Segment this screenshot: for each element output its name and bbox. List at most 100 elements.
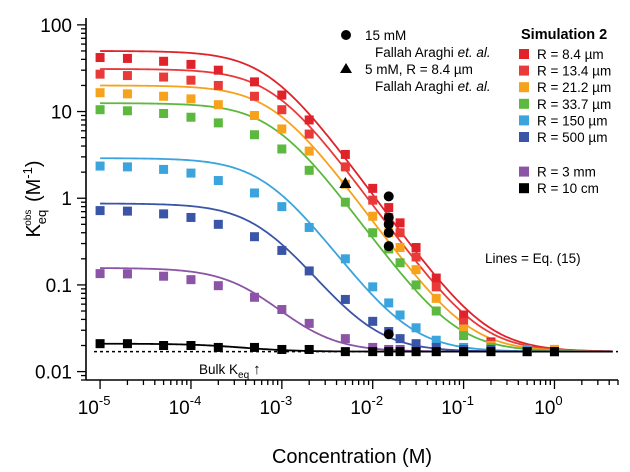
legend-exp-1-source: Fallah Araghi et. al.	[375, 45, 491, 60]
legend-entry: R = 33.7 µm	[537, 97, 611, 112]
data-point	[213, 281, 223, 291]
data-point	[340, 162, 350, 172]
data-point	[395, 310, 405, 320]
y-tick-label: 0.01	[35, 363, 72, 384]
data-point	[186, 275, 196, 285]
data-point	[411, 347, 421, 357]
data-point	[186, 94, 196, 104]
data-point	[368, 228, 378, 238]
data-point	[395, 228, 405, 238]
data-point	[368, 183, 378, 193]
data-point	[213, 176, 223, 186]
data-point	[431, 282, 441, 292]
lines-eq-annotation: Lines = Eq. (15)	[485, 251, 581, 266]
data-point	[431, 273, 441, 283]
data-point	[249, 232, 259, 242]
data-point	[459, 331, 469, 341]
data-point	[186, 341, 196, 351]
data-point	[395, 347, 405, 357]
y-tick-label: 1	[61, 189, 72, 210]
data-point	[395, 258, 405, 268]
data-point	[249, 77, 259, 87]
data-point	[277, 344, 287, 354]
legend-exp-2-source: Fallah Araghi et. al.	[375, 79, 491, 94]
y-axis-title-main: K	[23, 224, 45, 238]
data-point	[304, 222, 314, 232]
fit-curve	[100, 50, 613, 353]
bulk-keq-annotation: Bulk Keq ↑	[199, 361, 261, 381]
data-point	[122, 89, 132, 99]
data-point	[368, 347, 378, 357]
data-point	[340, 334, 350, 344]
x-tick-label: 10-3	[259, 393, 292, 419]
y-tick-label: 100	[40, 16, 72, 37]
data-point	[159, 271, 169, 281]
data-point	[122, 71, 132, 81]
data-point	[122, 339, 132, 349]
experimental-legend: 15 mM Fallah Araghi et. al. 5 mM, R = 8.…	[340, 28, 491, 94]
ticks: 10-5 10-4 10-3 10-2 10-1 100 100 10 1 0.1 0.01	[35, 16, 619, 419]
data-point	[213, 219, 223, 229]
legend-entry: R = 10 cm	[537, 181, 599, 196]
x-tick-label: 10-4	[169, 393, 202, 419]
fit-curve	[100, 267, 613, 353]
legend-title: Simulation 2	[521, 27, 607, 43]
data-point	[249, 342, 259, 352]
data-point	[340, 197, 350, 207]
data-point	[213, 100, 223, 110]
data-point	[368, 211, 378, 221]
data-point	[277, 245, 287, 255]
simulation-legend: Simulation 2 R = 8.4 µm R = 13.4 µmR = 21…	[519, 27, 611, 196]
y-axis-title-unit-close: )	[23, 160, 45, 167]
data-point	[213, 80, 223, 90]
svg-text:Keqobs (M-1): Keqobs (M-1)	[20, 160, 49, 237]
legend-entry: R = 150 µm	[537, 113, 607, 128]
y-tick-label: 0.1	[46, 276, 72, 297]
fit-curve	[100, 102, 613, 353]
data-point	[304, 266, 314, 276]
data-point	[411, 252, 421, 262]
data-point	[95, 339, 105, 349]
experimental-point	[383, 241, 394, 252]
data-point	[304, 318, 314, 328]
data-point	[486, 347, 496, 357]
x-tick-label: 10-1	[441, 393, 474, 419]
legend-swatch	[519, 98, 529, 109]
experimental-point	[383, 191, 394, 202]
data-point	[277, 202, 287, 212]
data-point	[304, 344, 314, 354]
data-point	[384, 203, 394, 213]
data-point	[431, 293, 441, 303]
legend-swatch	[519, 82, 529, 93]
y-axis-title: Keqobs (M-1)	[20, 160, 49, 237]
x-tick-label: 100	[534, 393, 562, 419]
fit-curves	[100, 50, 613, 353]
bulk-keq-sub: eq	[238, 370, 249, 381]
legend-swatch	[519, 65, 529, 76]
data-point	[395, 218, 405, 228]
experimental-points	[339, 176, 394, 340]
data-point	[459, 324, 469, 334]
data-point	[186, 212, 196, 222]
data-point	[395, 334, 405, 344]
data-point	[340, 254, 350, 264]
data-point	[368, 316, 378, 326]
data-point	[277, 124, 287, 134]
data-point	[122, 53, 132, 63]
data-point	[304, 115, 314, 125]
data-point	[368, 282, 378, 292]
data-point	[186, 112, 196, 122]
bulk-keq-arrow: ↑	[253, 361, 261, 378]
y-tick-label: 10	[51, 103, 72, 124]
data-point	[95, 105, 105, 115]
data-point	[459, 310, 469, 320]
data-point	[277, 90, 287, 100]
bulk-keq-label: Bulk K	[199, 362, 238, 377]
legend-entry: R = 500 µm	[537, 130, 607, 145]
data-point	[395, 243, 405, 253]
data-point	[411, 265, 421, 275]
x-tick-label: 10-2	[350, 393, 383, 419]
legend-marker-triangle	[340, 63, 352, 73]
data-point	[95, 69, 105, 79]
